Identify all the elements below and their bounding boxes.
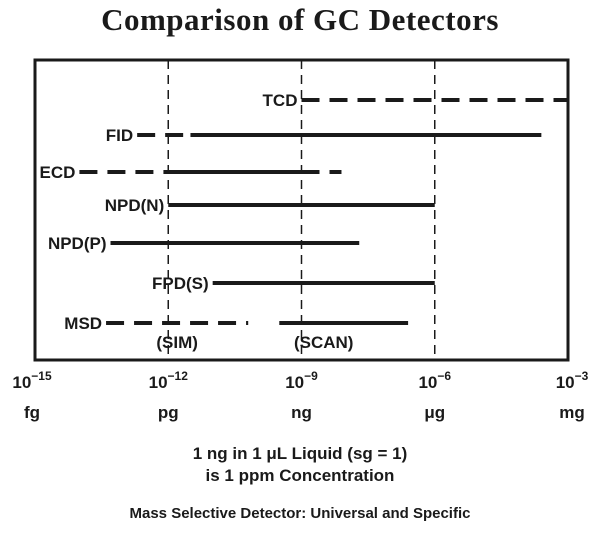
- detector-range-chart: 10−15 fg 10−12 pg 10−9 ng 10−6 μg 10−3 mg TCD FID EC…: [12, 58, 589, 422]
- x-tick-label: 10−3: [556, 369, 589, 392]
- mode-label: (SCAN): [294, 333, 354, 352]
- x-tick-label: 10−9: [285, 369, 318, 392]
- detector-label: NPD(P): [48, 234, 107, 253]
- x-tick-label: 10−15: [12, 369, 52, 392]
- note-line-3: Mass Selective Detector: Universal and S…: [129, 505, 471, 522]
- detector-label: FID: [106, 126, 133, 145]
- x-unit-label: μg: [424, 403, 445, 422]
- x-unit-label: fg: [24, 403, 40, 422]
- x-unit-label: mg: [559, 403, 585, 422]
- x-unit-label: pg: [158, 403, 179, 422]
- x-unit-label: ng: [291, 403, 312, 422]
- x-tick-label: 10−12: [149, 369, 189, 392]
- x-tick-label: 10−6: [418, 369, 451, 392]
- detector-label: NPD(N): [105, 196, 165, 215]
- detector-label: FPD(S): [152, 274, 209, 293]
- note-line-2: is 1 ppm Concentration: [205, 466, 395, 485]
- mode-label: (SIM): [156, 333, 198, 352]
- note-line-1: 1 ng in 1 μL Liquid (sg = 1): [192, 444, 408, 463]
- detector-label: TCD: [263, 91, 298, 110]
- detector-label: MSD: [64, 314, 102, 333]
- detector-label: ECD: [40, 163, 76, 182]
- chart-title: Comparison of GC Detectors: [101, 2, 499, 37]
